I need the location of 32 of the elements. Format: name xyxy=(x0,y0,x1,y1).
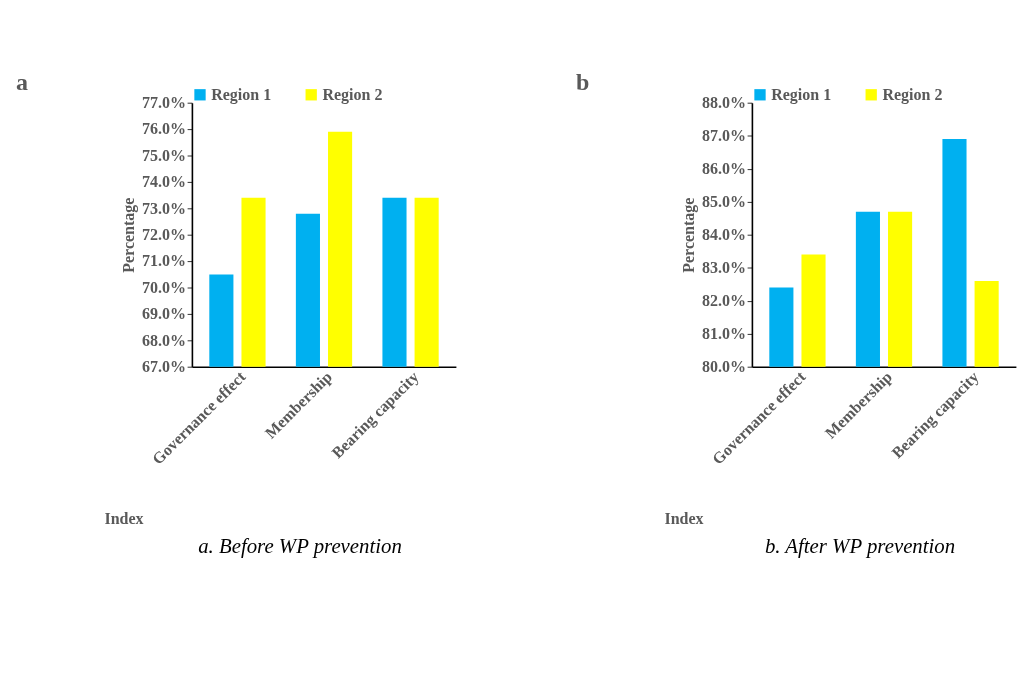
legend-label: Region 1 xyxy=(771,85,832,104)
y-tick-label: 75.0% xyxy=(142,146,186,164)
legend-label: Region 1 xyxy=(211,85,272,104)
y-tick-label: 86.0% xyxy=(702,160,746,177)
legend-label: Region 2 xyxy=(882,85,943,104)
y-tick-label: 77.0% xyxy=(142,94,186,111)
x-axis-title: Index xyxy=(104,510,144,527)
y-tick-label: 68.0% xyxy=(142,331,186,349)
y-tick-label: 83.0% xyxy=(702,259,746,276)
y-tick-label: 88.0% xyxy=(702,94,746,111)
y-tick-label: 73.0% xyxy=(142,199,186,217)
text: a. Before WP prevention xyxy=(198,534,402,559)
y-tick-label: 82.0% xyxy=(702,292,746,309)
y-axis-title: Percentage xyxy=(680,197,698,273)
x-axis-title: Index xyxy=(664,510,704,527)
y-tick-label: 74.0% xyxy=(142,173,186,191)
y-tick-label: 85.0% xyxy=(702,193,746,210)
y-axis-title: Percentage xyxy=(120,197,138,273)
chart-title: a xyxy=(16,69,28,95)
y-tick-label: 72.0% xyxy=(142,226,186,243)
y-tick-label: 69.0% xyxy=(142,305,186,323)
legend-label: Region 2 xyxy=(322,85,383,104)
y-tick-label: 70.0% xyxy=(142,278,186,296)
y-tick-label: 87.0% xyxy=(702,127,746,144)
y-tick-label: 76.0% xyxy=(142,120,186,138)
y-tick-label: 84.0% xyxy=(702,226,746,243)
y-tick-label: 67.0% xyxy=(142,358,186,375)
y-tick-label: 81.0% xyxy=(702,325,746,342)
chart-title: b xyxy=(576,69,590,95)
text: b. After WP prevention xyxy=(764,534,956,559)
y-tick-label: 80.0% xyxy=(702,358,746,375)
y-tick-label: 71.0% xyxy=(142,252,186,270)
